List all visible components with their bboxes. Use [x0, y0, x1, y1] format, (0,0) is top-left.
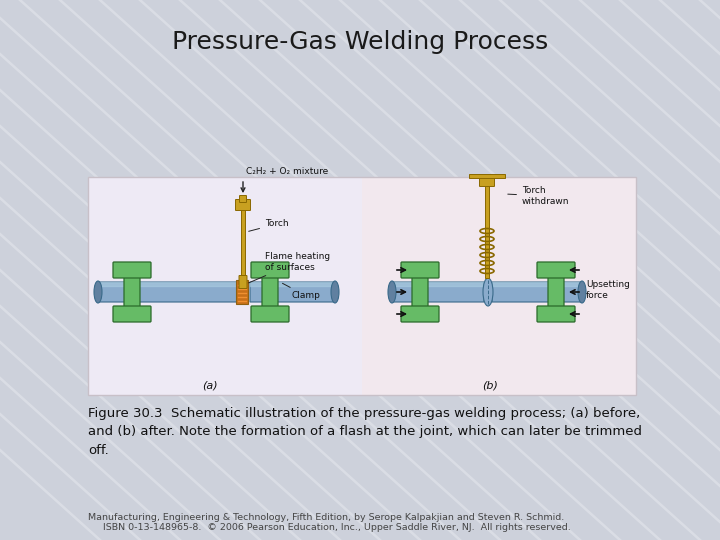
FancyBboxPatch shape: [392, 282, 484, 302]
FancyBboxPatch shape: [401, 262, 439, 278]
Text: Flame heating
of surfaces: Flame heating of surfaces: [248, 252, 330, 283]
Ellipse shape: [578, 281, 586, 303]
Bar: [469, 174, 505, 178]
FancyBboxPatch shape: [492, 282, 582, 302]
Text: (a): (a): [202, 380, 218, 390]
Text: Torch
withdrawn: Torch withdrawn: [508, 186, 570, 206]
FancyBboxPatch shape: [548, 264, 564, 320]
Ellipse shape: [388, 281, 396, 303]
Text: ISBN 0-13-148965-8.  © 2006 Pearson Education, Inc., Upper Saddle River, NJ.  Al: ISBN 0-13-148965-8. © 2006 Pearson Educa…: [88, 523, 571, 532]
FancyBboxPatch shape: [240, 195, 246, 202]
FancyBboxPatch shape: [124, 264, 140, 320]
FancyBboxPatch shape: [480, 176, 495, 186]
Ellipse shape: [94, 281, 102, 303]
Bar: [88, 177, 636, 395]
Ellipse shape: [331, 281, 339, 303]
FancyBboxPatch shape: [235, 199, 251, 211]
FancyBboxPatch shape: [537, 306, 575, 322]
Bar: [236, 280, 248, 304]
Text: (b): (b): [482, 380, 498, 390]
FancyBboxPatch shape: [262, 264, 278, 320]
FancyBboxPatch shape: [251, 306, 289, 322]
Text: Torch: Torch: [248, 219, 289, 231]
Text: Pressure-Gas Welding Process: Pressure-Gas Welding Process: [172, 30, 548, 54]
Bar: [88, 177, 362, 395]
FancyBboxPatch shape: [250, 282, 335, 302]
FancyBboxPatch shape: [537, 262, 575, 278]
Bar: [362, 177, 636, 395]
FancyBboxPatch shape: [401, 306, 439, 322]
Bar: [241, 202, 245, 282]
Text: Figure 30.3  Schematic illustration of the pressure-gas welding process; (a) bef: Figure 30.3 Schematic illustration of th…: [88, 407, 642, 457]
FancyBboxPatch shape: [239, 275, 247, 288]
Text: C₂H₂ + O₂ mixture: C₂H₂ + O₂ mixture: [246, 167, 328, 176]
Bar: [485, 184, 489, 278]
FancyBboxPatch shape: [98, 282, 248, 302]
FancyBboxPatch shape: [412, 264, 428, 320]
FancyBboxPatch shape: [113, 306, 151, 322]
Text: Clamp: Clamp: [282, 284, 321, 300]
Text: Manufacturing, Engineering & Technology, Fifth Edition, by Serope Kalpakjian and: Manufacturing, Engineering & Technology,…: [88, 514, 564, 523]
Text: Upsetting
force: Upsetting force: [586, 280, 630, 300]
Ellipse shape: [483, 278, 493, 306]
FancyBboxPatch shape: [251, 262, 289, 278]
FancyBboxPatch shape: [113, 262, 151, 278]
